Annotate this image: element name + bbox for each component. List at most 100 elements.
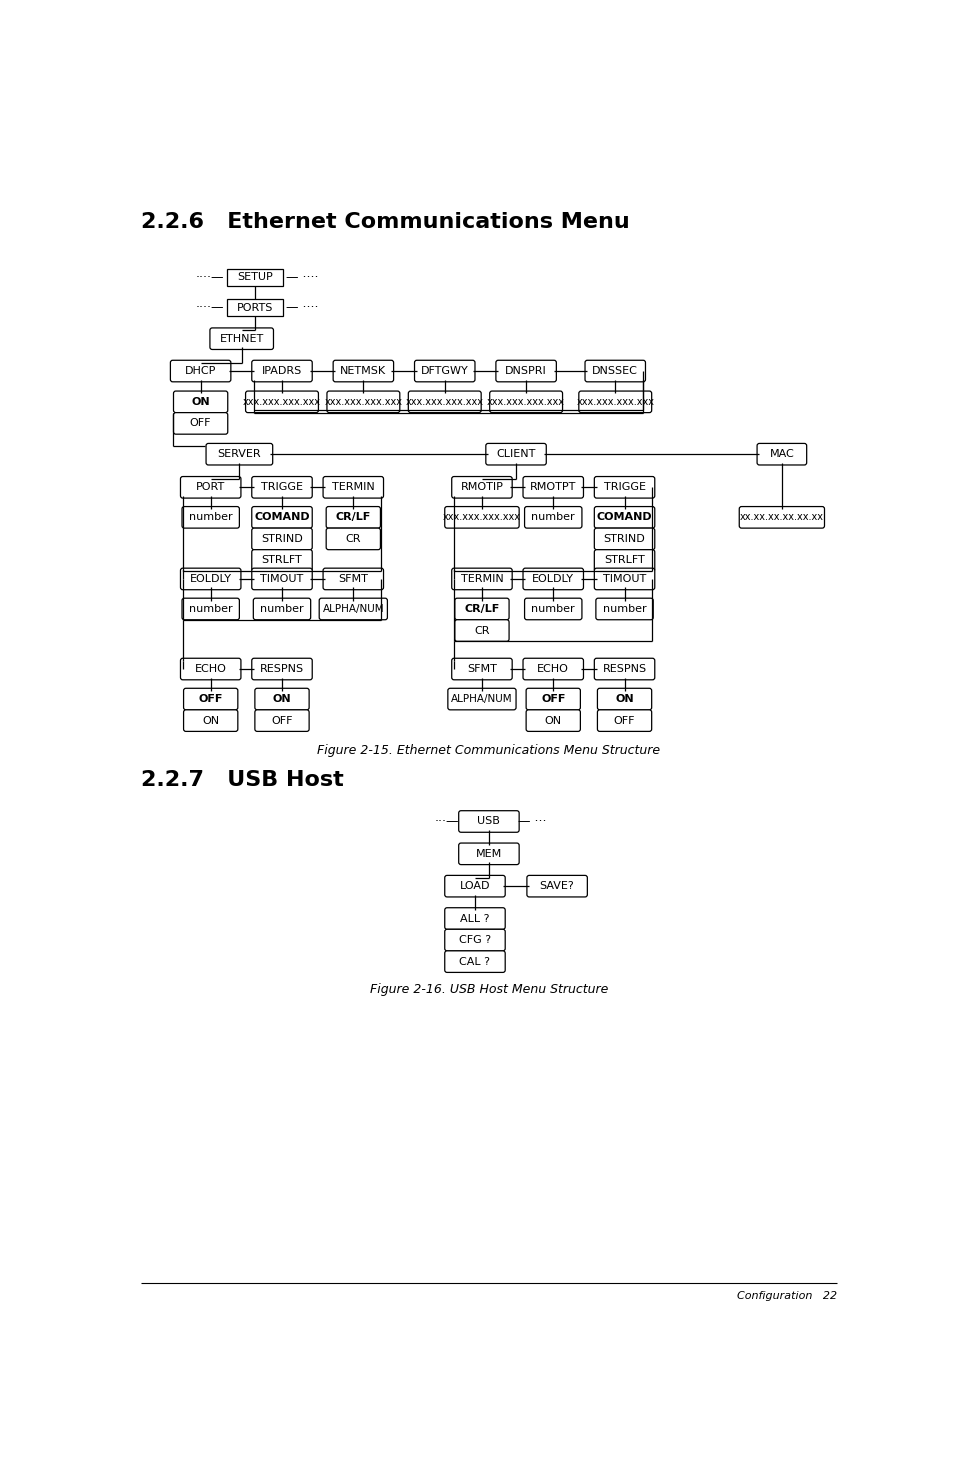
Bar xyxy=(227,268,282,286)
FancyBboxPatch shape xyxy=(183,709,237,732)
FancyBboxPatch shape xyxy=(182,506,239,528)
Text: MEM: MEM xyxy=(476,848,501,858)
FancyBboxPatch shape xyxy=(452,658,512,680)
FancyBboxPatch shape xyxy=(757,444,806,465)
Text: ON: ON xyxy=(202,715,219,726)
Text: TRIGGE: TRIGGE xyxy=(261,482,303,493)
Text: ALPHA/NUM: ALPHA/NUM xyxy=(451,695,512,704)
FancyBboxPatch shape xyxy=(253,599,311,620)
Text: RMOTPT: RMOTPT xyxy=(530,482,576,493)
FancyBboxPatch shape xyxy=(252,658,312,680)
FancyBboxPatch shape xyxy=(584,360,645,382)
Text: Figure 2-16. USB Host Menu Structure: Figure 2-16. USB Host Menu Structure xyxy=(370,982,607,996)
FancyBboxPatch shape xyxy=(578,391,651,413)
Text: CR/LF: CR/LF xyxy=(335,512,371,522)
Text: 2.2.6   Ethernet Communications Menu: 2.2.6 Ethernet Communications Menu xyxy=(141,211,629,232)
Text: number: number xyxy=(189,512,233,522)
FancyBboxPatch shape xyxy=(447,689,516,709)
Text: DNSSEC: DNSSEC xyxy=(592,366,638,376)
Text: TIMOUT: TIMOUT xyxy=(602,574,645,584)
Text: OFF: OFF xyxy=(271,715,293,726)
Text: ···—: ···— xyxy=(435,816,459,827)
Text: xxx.xxx.xxx.xxx: xxx.xxx.xxx.xxx xyxy=(576,397,654,407)
FancyBboxPatch shape xyxy=(254,689,309,709)
Text: COMAND: COMAND xyxy=(597,512,652,522)
Text: — ···: — ··· xyxy=(517,816,546,827)
FancyBboxPatch shape xyxy=(458,811,518,832)
Text: ····—: ····— xyxy=(195,301,224,314)
Text: Configuration   22: Configuration 22 xyxy=(736,1291,836,1301)
Text: OFF: OFF xyxy=(198,695,223,704)
FancyBboxPatch shape xyxy=(323,476,383,499)
Text: 2.2.7   USB Host: 2.2.7 USB Host xyxy=(141,770,343,791)
FancyBboxPatch shape xyxy=(597,689,651,709)
Text: MAC: MAC xyxy=(769,450,794,459)
Text: CR/LF: CR/LF xyxy=(464,603,499,614)
FancyBboxPatch shape xyxy=(182,599,239,620)
FancyBboxPatch shape xyxy=(597,709,651,732)
Text: OFF: OFF xyxy=(190,419,212,428)
FancyBboxPatch shape xyxy=(455,599,509,620)
Text: ECHO: ECHO xyxy=(194,664,227,674)
FancyBboxPatch shape xyxy=(525,689,579,709)
FancyBboxPatch shape xyxy=(206,444,273,465)
FancyBboxPatch shape xyxy=(173,413,228,434)
FancyBboxPatch shape xyxy=(455,620,509,642)
Text: ECHO: ECHO xyxy=(537,664,569,674)
Text: number: number xyxy=(260,603,303,614)
Text: PORT: PORT xyxy=(196,482,225,493)
FancyBboxPatch shape xyxy=(444,506,518,528)
Text: STRIND: STRIND xyxy=(261,534,302,544)
Text: SETUP: SETUP xyxy=(236,271,273,282)
Text: ON: ON xyxy=(273,695,291,704)
Text: — ····: — ···· xyxy=(286,301,318,314)
Text: RESPNS: RESPNS xyxy=(259,664,304,674)
Text: CFG ?: CFG ? xyxy=(458,935,491,945)
FancyBboxPatch shape xyxy=(739,506,823,528)
Text: STRLFT: STRLFT xyxy=(261,556,302,565)
FancyBboxPatch shape xyxy=(458,844,518,864)
Text: DNSPRI: DNSPRI xyxy=(505,366,546,376)
Text: xxx.xxx.xxx.xxx: xxx.xxx.xxx.xxx xyxy=(405,397,483,407)
Text: ON: ON xyxy=(192,397,210,407)
FancyBboxPatch shape xyxy=(173,391,228,413)
Text: TERMIN: TERMIN xyxy=(460,574,503,584)
FancyBboxPatch shape xyxy=(180,568,241,590)
FancyBboxPatch shape xyxy=(524,506,581,528)
FancyBboxPatch shape xyxy=(171,360,231,382)
FancyBboxPatch shape xyxy=(489,391,562,413)
Text: STRIND: STRIND xyxy=(603,534,645,544)
FancyBboxPatch shape xyxy=(444,875,505,897)
Text: RESPNS: RESPNS xyxy=(602,664,646,674)
FancyBboxPatch shape xyxy=(522,658,583,680)
FancyBboxPatch shape xyxy=(452,568,512,590)
Text: RMOTIP: RMOTIP xyxy=(460,482,503,493)
Text: xxx.xxx.xxx.xxx: xxx.xxx.xxx.xxx xyxy=(243,397,320,407)
Text: ON: ON xyxy=(544,715,561,726)
FancyBboxPatch shape xyxy=(327,391,399,413)
Text: number: number xyxy=(531,603,575,614)
Text: ····—: ····— xyxy=(195,270,224,283)
Text: CR: CR xyxy=(474,625,489,636)
FancyBboxPatch shape xyxy=(183,689,237,709)
FancyBboxPatch shape xyxy=(522,568,583,590)
Text: IPADRS: IPADRS xyxy=(262,366,302,376)
FancyBboxPatch shape xyxy=(252,360,312,382)
Text: xxx.xxx.xxx.xxx: xxx.xxx.xxx.xxx xyxy=(442,512,520,522)
Text: CAL ?: CAL ? xyxy=(459,957,490,966)
Text: OFF: OFF xyxy=(540,695,565,704)
Text: xx.xx.xx.xx.xx.xx: xx.xx.xx.xx.xx.xx xyxy=(740,512,823,522)
Text: ETHNET: ETHNET xyxy=(219,333,264,344)
FancyBboxPatch shape xyxy=(526,875,587,897)
Text: number: number xyxy=(189,603,233,614)
FancyBboxPatch shape xyxy=(594,568,654,590)
FancyBboxPatch shape xyxy=(525,709,579,732)
FancyBboxPatch shape xyxy=(594,476,654,499)
Text: EOLDLY: EOLDLY xyxy=(532,574,574,584)
FancyBboxPatch shape xyxy=(522,476,583,499)
Text: SERVER: SERVER xyxy=(217,450,261,459)
FancyBboxPatch shape xyxy=(333,360,394,382)
Text: number: number xyxy=(531,512,575,522)
FancyBboxPatch shape xyxy=(252,506,312,528)
FancyBboxPatch shape xyxy=(180,476,241,499)
